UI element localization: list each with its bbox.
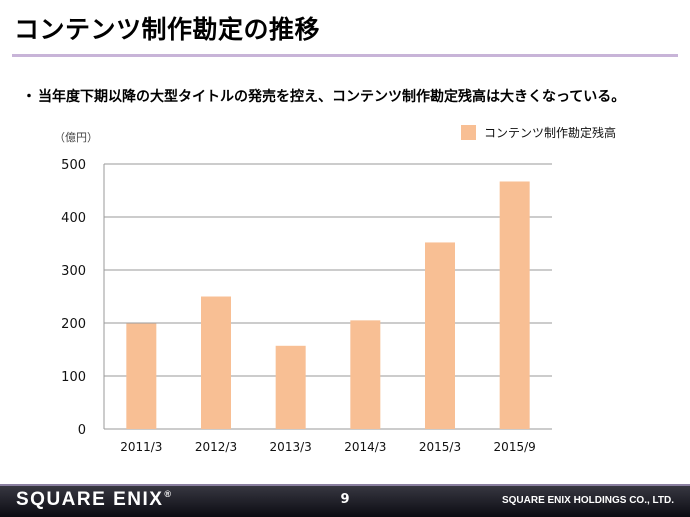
company-name: SQUARE ENIX HOLDINGS CO., LTD. <box>501 495 674 506</box>
legend-label: コンテンツ制作勘定残高 <box>484 125 616 140</box>
footer-bar <box>0 484 690 517</box>
bar <box>425 242 455 429</box>
bar <box>275 345 306 429</box>
y-unit-label: （億円） <box>54 131 98 144</box>
bullet-marker: ・ <box>22 89 36 105</box>
y-tick-label: 0 <box>78 423 86 438</box>
logo-registered-mark: ® <box>164 489 173 499</box>
square-enix-logo: SQUARE ENIX® <box>16 489 173 511</box>
bar <box>499 181 530 429</box>
y-tick-labels: 0 100 200 300 400 500 <box>61 158 86 438</box>
x-tick-label: 2014/3 <box>344 440 386 454</box>
bullet-point: ・当年度下期以降の大型タイトルの発売を控え、コンテンツ制作勘定残高は大きくなって… <box>22 86 625 106</box>
y-tick-label: 300 <box>61 264 86 279</box>
legend-swatch <box>461 125 476 140</box>
bar <box>201 296 231 429</box>
footer-accent-line <box>0 484 690 486</box>
x-tick-label: 2011/3 <box>120 440 162 454</box>
logo-text: SQUARE ENIX <box>16 489 164 510</box>
page-number: 9 <box>340 492 350 507</box>
x-tick-labels: 2011/3 2012/3 2013/3 2014/3 2015/3 2015/9 <box>120 440 536 454</box>
slide-title: コンテンツ制作勘定の推移 <box>14 15 321 44</box>
y-tick-label: 400 <box>61 211 86 226</box>
x-tick-label: 2015/3 <box>419 440 461 454</box>
y-tick-label: 500 <box>61 158 86 173</box>
bullet-text: 当年度下期以降の大型タイトルの発売を控え、コンテンツ制作勘定残高は大きくなってい… <box>38 89 626 105</box>
y-tick-label: 100 <box>61 370 86 385</box>
y-tick-label: 200 <box>61 317 86 332</box>
bar <box>350 320 381 429</box>
bar <box>126 323 157 429</box>
grid-lines <box>103 163 552 430</box>
x-tick-label: 2015/9 <box>494 440 536 454</box>
title-divider <box>12 54 678 57</box>
bar-chart: 0 100 200 300 400 500 2011/3 2012/3 2013/3 2014/… <box>54 125 616 454</box>
x-tick-label: 2012/3 <box>195 440 237 454</box>
bars <box>126 181 530 429</box>
x-tick-label: 2013/3 <box>270 440 312 454</box>
